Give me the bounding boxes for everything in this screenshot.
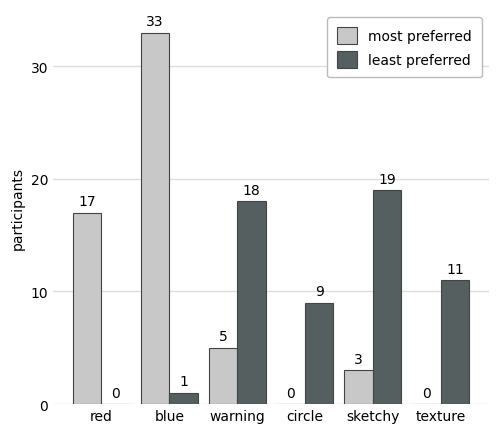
Bar — [440, 280, 469, 404]
Bar — [170, 393, 198, 404]
Text: 3: 3 — [354, 352, 363, 366]
Text: 1: 1 — [179, 375, 188, 388]
Text: 0: 0 — [286, 386, 295, 400]
Bar — [237, 202, 266, 404]
Bar — [208, 348, 237, 404]
Legend: most preferred, least preferred: most preferred, least preferred — [327, 18, 482, 78]
Bar — [373, 191, 402, 404]
Text: 9: 9 — [314, 285, 324, 299]
Bar — [305, 303, 334, 404]
Text: 18: 18 — [242, 184, 260, 197]
Text: 0: 0 — [422, 386, 430, 400]
Text: 33: 33 — [146, 15, 164, 29]
Text: 11: 11 — [446, 262, 464, 276]
Y-axis label: participants: participants — [11, 166, 25, 249]
Bar — [344, 370, 373, 404]
Bar — [73, 213, 102, 404]
Text: 5: 5 — [218, 329, 227, 343]
Text: 0: 0 — [112, 386, 120, 400]
Text: 19: 19 — [378, 172, 396, 186]
Text: 17: 17 — [78, 195, 96, 209]
Bar — [141, 33, 170, 404]
